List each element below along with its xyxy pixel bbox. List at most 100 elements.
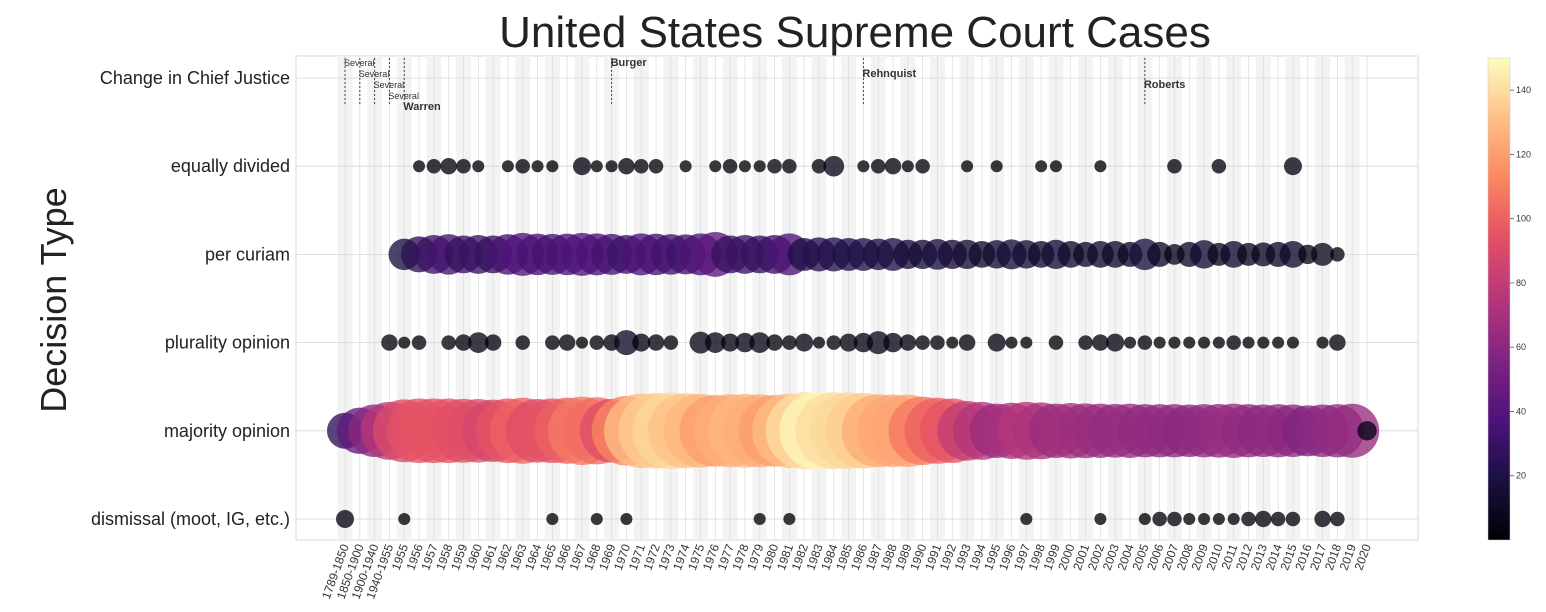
bubble <box>823 155 845 177</box>
bubble <box>766 334 783 351</box>
bubble <box>589 335 605 350</box>
bubble <box>1048 335 1064 350</box>
bubble <box>1183 513 1196 525</box>
bubble <box>735 332 755 353</box>
y-axis-label: Decision Type <box>33 187 74 412</box>
bubble <box>1167 158 1182 174</box>
colorbar-tick-label: 20 <box>1516 471 1526 481</box>
bubble <box>795 333 814 352</box>
bubble <box>531 160 544 173</box>
bubble <box>1286 336 1299 349</box>
bubble <box>546 513 559 525</box>
bubble <box>704 332 726 353</box>
bubble <box>1198 513 1211 525</box>
bubble <box>632 333 651 352</box>
category-label: dismissal (moot, IG, etc.) <box>91 509 290 529</box>
chief-justice-label: Several <box>388 91 419 101</box>
bubble <box>1311 242 1335 266</box>
bubble <box>558 334 576 351</box>
bubble <box>1106 333 1125 352</box>
bubble <box>1227 513 1240 525</box>
colorbar-tick-label: 100 <box>1516 214 1531 224</box>
bubble <box>1138 513 1151 525</box>
bubble <box>866 331 890 355</box>
chief-justice-markers: SeveralSeveralSeveralSeveralWarrenBurger… <box>344 57 1185 113</box>
bubble <box>782 158 797 174</box>
bubble <box>811 158 827 174</box>
bubble <box>411 335 427 350</box>
bubble <box>826 335 842 350</box>
bubble <box>1325 403 1380 458</box>
bubble <box>738 160 751 173</box>
category-label: per curiam <box>205 244 290 264</box>
bubbles <box>327 155 1380 528</box>
bubble <box>1285 511 1301 527</box>
bubble <box>336 510 354 528</box>
bubble <box>590 513 603 525</box>
bubble <box>1226 335 1241 350</box>
bubble <box>472 160 485 173</box>
bubble <box>1257 336 1270 349</box>
bubble <box>1035 160 1048 173</box>
bubble <box>1357 421 1377 441</box>
bubble <box>426 158 442 174</box>
bubble <box>1212 336 1225 349</box>
bubble <box>987 333 1006 352</box>
bubble <box>1153 336 1166 349</box>
bubble <box>1094 160 1107 173</box>
colorbar-gradient <box>1487 57 1511 541</box>
bubble <box>782 335 797 350</box>
bubble <box>613 330 639 356</box>
bubble <box>689 331 712 354</box>
category-label: equally divided <box>171 156 290 176</box>
bubble <box>647 334 665 351</box>
bubble <box>1272 336 1285 349</box>
bubble <box>722 158 738 174</box>
chief-justice-label: Burger <box>611 57 648 69</box>
bubble <box>1020 513 1033 525</box>
bubble <box>575 336 588 349</box>
bubble <box>572 157 591 176</box>
bubble <box>721 333 740 352</box>
colorbar-tick-label: 40 <box>1516 406 1526 416</box>
colorbar: 20 40 60 80 100 120 140 <box>1487 57 1531 541</box>
bubble <box>398 336 411 349</box>
bubble <box>753 513 766 525</box>
bubble <box>620 513 633 525</box>
category-labels: Change in Chief Justice equally divided pe… <box>91 68 290 529</box>
bubble <box>915 158 930 174</box>
chart-title: United States Supreme Court Cases <box>499 8 1211 57</box>
chief-justice-label: Several <box>374 80 405 90</box>
bubble <box>1241 511 1256 527</box>
bubble <box>1270 511 1286 527</box>
bubble <box>648 158 664 174</box>
bubble <box>1212 513 1225 525</box>
bubble <box>618 158 635 175</box>
bubble <box>1329 334 1346 351</box>
bubble <box>440 158 457 175</box>
bubble <box>1283 157 1302 176</box>
bubble <box>901 160 914 173</box>
bubble <box>1049 160 1062 173</box>
bubble <box>1242 336 1255 349</box>
bubble <box>467 332 489 353</box>
bubble <box>590 160 603 173</box>
bubble <box>1137 335 1153 350</box>
bubble <box>515 335 530 350</box>
bubble <box>515 158 530 174</box>
bubble <box>1168 336 1181 349</box>
bubble <box>899 334 917 351</box>
bubble <box>501 160 514 173</box>
bubble <box>1005 336 1018 349</box>
bubble <box>946 336 959 349</box>
bubble <box>1330 511 1345 527</box>
bubble <box>456 158 471 174</box>
bubble <box>633 158 649 174</box>
bubble <box>883 332 903 353</box>
bubble <box>915 335 930 350</box>
category-label: plurality opinion <box>165 333 290 353</box>
bubble <box>605 160 618 173</box>
bubble <box>441 335 456 350</box>
bubble <box>961 160 974 173</box>
